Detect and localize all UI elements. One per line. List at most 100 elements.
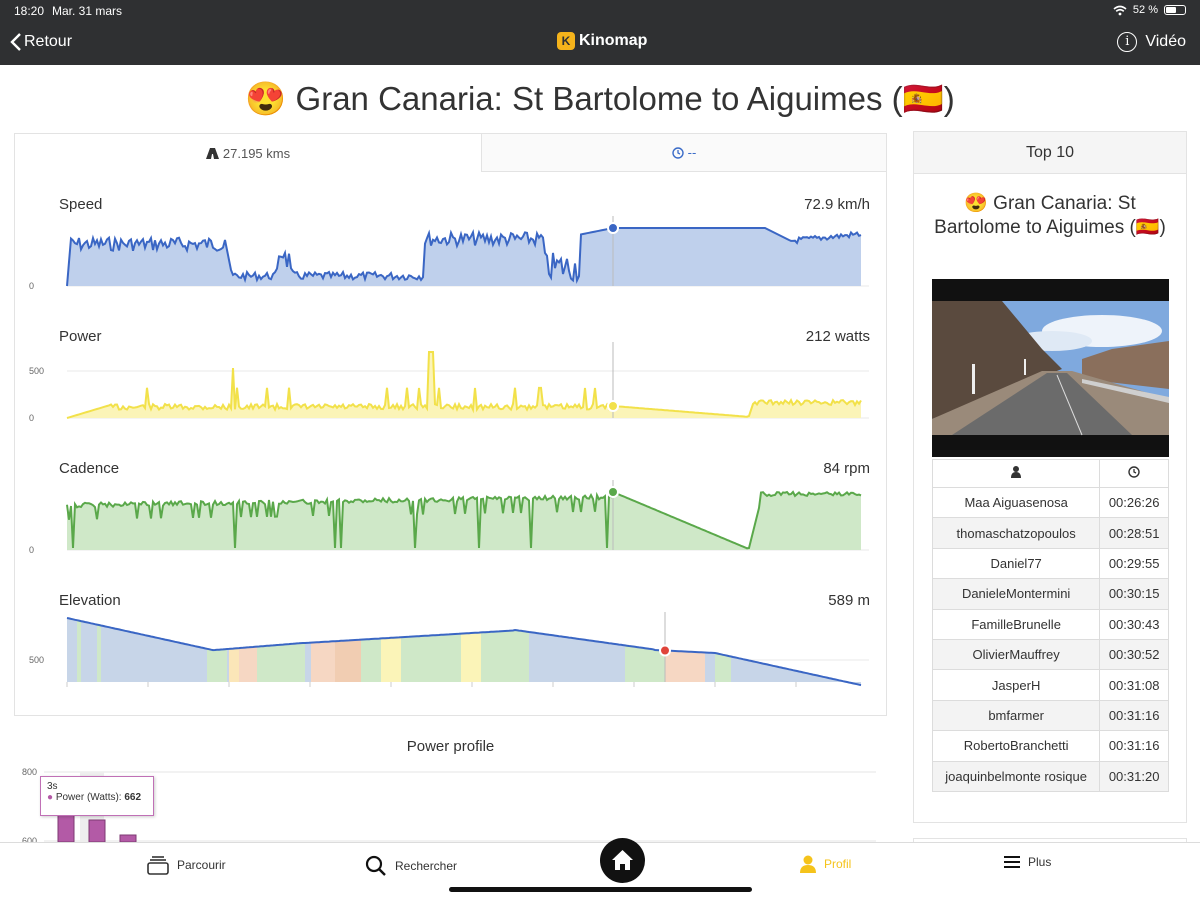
search-icon [365, 855, 386, 876]
chart-line [66, 227, 862, 287]
speed-chart-title: Speed [59, 196, 103, 213]
elevation-effort-band [207, 648, 227, 682]
pp-bar[interactable] [119, 834, 137, 842]
tab-profil[interactable]: Profil [800, 855, 851, 873]
status-time: 18:20 [14, 4, 45, 18]
battery-icon [1164, 5, 1186, 15]
tab-rechercher[interactable]: Rechercher [365, 855, 457, 877]
leaderboard-user-name: thomaschatzopoulos [931, 517, 1101, 549]
top-bar: 18:20 Mar. 31 mars 52 % Retour K Kinomap… [0, 0, 1200, 65]
cadence-chart-plot[interactable]: 0 [15, 456, 886, 560]
menu-icon [1004, 856, 1020, 868]
cadence-chart-value: 84 rpm [823, 460, 870, 477]
elevation-effort-band [257, 643, 305, 682]
leaderboard-time: 00:30:15 [1099, 578, 1169, 610]
chart-cursor-point[interactable] [659, 644, 671, 657]
leaderboard-row[interactable]: thomaschatzopoulos 00:28:51 [931, 517, 1169, 549]
home-button[interactable] [600, 838, 645, 883]
clock-icon [1128, 466, 1140, 478]
leaderboard-time: 00:31:16 [1099, 699, 1169, 732]
tab-plus-label: Plus [1028, 855, 1052, 869]
route-thumbnail-image [932, 279, 1169, 457]
browse-icon [147, 856, 169, 875]
chart-cursor-point[interactable] [607, 400, 619, 412]
chart-ytick: 500 [29, 655, 44, 665]
back-label: Retour [24, 33, 73, 50]
route-thumbnail[interactable] [932, 279, 1169, 457]
leaderboard-user-name: FamilleBrunelle [931, 608, 1101, 640]
leaderboard-row[interactable]: FamilleBrunelle 00:30:43 [931, 608, 1169, 640]
back-button[interactable]: Retour [10, 32, 72, 52]
leaderboard-time: 00:29:55 [1099, 547, 1169, 580]
chart-area [67, 228, 861, 286]
chart-ytick: 0 [29, 281, 34, 291]
page-title: 😍 Gran Canaria: St Bartolome to Aiguimes… [245, 80, 955, 117]
leaderboard-header-row [931, 459, 1169, 488]
kinomap-logo: K Kinomap [557, 32, 647, 50]
pp-tooltip-value: 662 [124, 792, 142, 803]
cadence-chart: Cadence 84 rpm 0 [15, 456, 886, 560]
tab-plus[interactable]: Plus [1004, 855, 1051, 869]
leaderboard-row[interactable]: RobertoBranchetti 00:31:16 [931, 730, 1169, 762]
leaderboard-row[interactable]: JasperH 00:31:08 [931, 669, 1169, 701]
tab-profil-label: Profil [824, 857, 852, 871]
brand-name: Kinomap [579, 32, 648, 49]
tab-time[interactable]: -- [482, 134, 886, 172]
leaderboard-time: 00:26:26 [1099, 486, 1169, 519]
tab-distance-label: 27.195 kms [222, 145, 291, 161]
elevation-chart-plot[interactable]: 500 [15, 588, 886, 702]
leaderboard-user-name: bmfarmer [931, 699, 1101, 732]
power-chart-plot[interactable]: 500 0 [15, 324, 886, 428]
elevation-effort-band [311, 641, 335, 682]
leaderboard-time: 00:31:20 [1099, 760, 1169, 792]
power-profile-tooltip: 3s ● Power (Watts): 662 [40, 776, 154, 816]
chart-cursor-point[interactable] [607, 486, 619, 498]
road-icon [205, 147, 219, 159]
pp-tooltip-duration: 3s [47, 781, 58, 792]
leaderboard-user-name: Maa Aiguasenosa [931, 486, 1101, 519]
elevation-effort-band [335, 639, 361, 682]
top10-route-name: 😍 Gran Canaria: St Bartolome to Aiguimes… [934, 193, 1166, 238]
elevation-effort-band [715, 653, 731, 682]
chart-line [66, 490, 862, 550]
chart-cursor-point[interactable] [607, 222, 619, 234]
leaderboard-time: 00:30:43 [1099, 608, 1169, 640]
chart-ytick: 0 [29, 413, 34, 423]
pp-ytick-800: 800 [22, 767, 37, 777]
video-button[interactable]: i Vidéo [1117, 32, 1186, 52]
pp-bar[interactable] [88, 819, 106, 842]
elevation-effort-band [625, 645, 665, 682]
leaderboard-row[interactable]: Daniel77 00:29:55 [931, 547, 1169, 580]
chart-ytick: 500 [29, 366, 44, 376]
tab-distance[interactable]: 27.195 kms [15, 134, 482, 172]
leaderboard-time: 00:31:16 [1099, 730, 1169, 762]
leaderboard-time: 00:28:51 [1099, 517, 1169, 549]
elevation-effort-band [77, 620, 81, 682]
leaderboard-row[interactable]: bmfarmer 00:31:16 [931, 699, 1169, 732]
home-icon [612, 850, 633, 870]
battery-percent: 52 % [1132, 4, 1158, 16]
pp-tooltip-dot: ● [47, 792, 54, 803]
leaderboard-row[interactable]: DanieleMontermini 00:30:15 [931, 578, 1169, 610]
pp-tooltip-series: Power (Watts): [55, 792, 122, 803]
home-indicator [449, 887, 752, 892]
status-indicators: 52 % [1113, 4, 1186, 16]
power-chart-title: Power [59, 328, 102, 345]
pp-tooltip-line: ● Power (Watts): 662 [47, 792, 147, 803]
leaderboard-row[interactable]: OlivierMauffrey 00:30:52 [931, 638, 1169, 671]
elevation-chart-value: 589 m [828, 592, 870, 609]
power-chart: Power 212 watts 500 0 [15, 324, 886, 428]
tab-parcourir[interactable]: Parcourir [147, 855, 226, 875]
leaderboard-row[interactable]: joaquinbelmonte rosique 00:31:20 [931, 760, 1169, 792]
kinomap-logo-icon: K [557, 32, 575, 50]
speed-chart-value: 72.9 km/h [804, 196, 870, 213]
leaderboard-row[interactable]: Maa Aiguasenosa 00:26:26 [931, 486, 1169, 519]
clock-icon [671, 146, 684, 159]
speed-chart-plot[interactable]: 0 [15, 192, 886, 296]
stats-tabs: 27.195 kms -- [15, 134, 886, 172]
bottom-tab-bar: Parcourir Rechercher Profil Plus [0, 842, 1200, 900]
cadence-chart-title: Cadence [59, 460, 120, 477]
elevation-effort-band [361, 638, 381, 682]
wifi-icon [1113, 5, 1127, 15]
top10-header: Top 10 [914, 132, 1186, 174]
